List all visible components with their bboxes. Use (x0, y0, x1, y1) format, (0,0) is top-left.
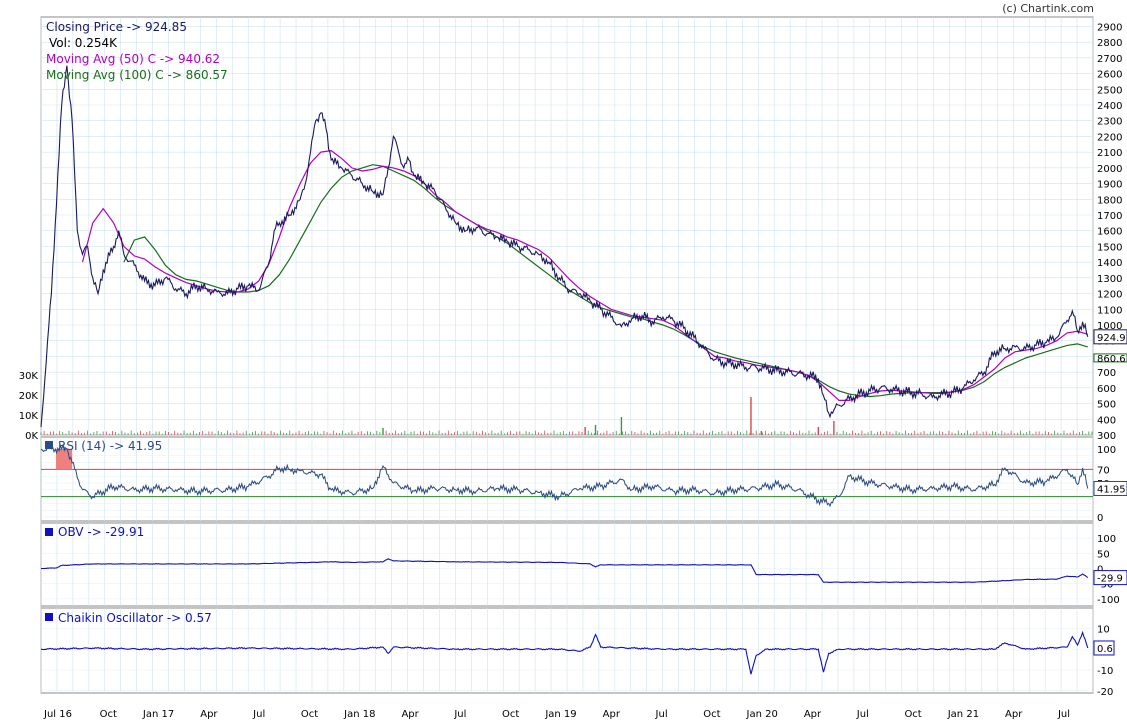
volume-y-tick-label: 10K (19, 411, 39, 422)
price-y-tick-label: 2600 (1097, 70, 1122, 81)
price-y-tick-label: 2500 (1097, 85, 1122, 96)
legend-chaikin: Chaikin Oscillator -> 0.57 (58, 611, 212, 625)
last-price-box (1093, 329, 1127, 345)
x-tick-label: Jan 21 (947, 709, 979, 720)
obv-y-tick-label: 100 (1097, 534, 1116, 545)
rsi-y-tick-label: 0 (1097, 513, 1103, 524)
x-tick-label: Jul 16 (43, 709, 72, 720)
x-tick-label: Apr (401, 709, 419, 720)
price-y-tick-label: 1400 (1097, 258, 1122, 269)
x-tick-label: Jul (1057, 709, 1070, 720)
legend-ma100: Moving Avg (100) C -> 860.57 (46, 68, 228, 82)
x-tick-label: Jan 20 (746, 709, 778, 720)
legend-rsi: RSI (14) -> 41.95 (58, 439, 162, 453)
x-tick-label: Jul (856, 709, 869, 720)
chaikin-last-label: 0.6 (1097, 644, 1113, 655)
x-tick-label: Jan 18 (343, 709, 375, 720)
price-y-tick-label: 2200 (1097, 132, 1122, 143)
legend-volume: Vol: 0.254K (49, 36, 118, 50)
x-tick-label: Jan 19 (544, 709, 576, 720)
price-y-tick-label: 2100 (1097, 148, 1122, 159)
x-tick-label: Apr (603, 709, 621, 720)
legend-obv-marker (45, 528, 53, 536)
legend-chaikin-marker (45, 613, 53, 621)
rsi-y-tick-label: 100 (1097, 445, 1116, 456)
price-y-tick-label: 1700 (1097, 211, 1122, 222)
obv-last-box (1093, 570, 1127, 586)
x-tick-label: Oct (502, 709, 519, 720)
x-tick-label: Apr (1005, 709, 1023, 720)
price-y-tick-label: 2700 (1097, 54, 1122, 65)
chaikin-y-tick-label: 10 (1097, 624, 1110, 635)
volume-y-tick-label: 20K (19, 391, 39, 402)
series-obv (41, 558, 1089, 584)
series-rsi (40, 443, 1089, 508)
rsi-last-label: 41.95 (1097, 484, 1126, 495)
x-tick-label: Apr (200, 709, 218, 720)
x-tick-label: Oct (301, 709, 318, 720)
series-closing-price (40, 65, 1089, 428)
price-y-tick-label: 500 (1097, 400, 1116, 411)
x-tick-label: Apr (804, 709, 822, 720)
price-y-tick-label: 400 (1097, 415, 1116, 426)
price-y-tick-label: 1100 (1097, 305, 1122, 316)
ma100-value-box (1093, 353, 1127, 363)
obv-y-tick-label: -50 (1097, 580, 1113, 591)
obv-y-tick-label: 50 (1097, 549, 1110, 560)
price-y-tick-label: 1900 (1097, 180, 1122, 191)
x-tick-label: Oct (100, 709, 117, 720)
last-price-label: 924.9 (1097, 333, 1126, 344)
price-y-tick-label: 1500 (1097, 242, 1122, 253)
price-y-tick-label: 1000 (1097, 321, 1122, 332)
price-y-tick-label: 600 (1097, 384, 1116, 395)
legend-obv: OBV -> -29.91 (58, 525, 144, 539)
obv-y-tick-label: 0 (1097, 565, 1103, 576)
price-y-tick-label: 2300 (1097, 117, 1122, 128)
x-tick-label: Jan 17 (142, 709, 174, 720)
price-y-tick-label: 2900 (1097, 22, 1122, 33)
volume-y-tick-label: 0K (25, 431, 38, 442)
price-y-tick-label: 2400 (1097, 101, 1122, 112)
chaikin-y-tick-label: -20 (1097, 687, 1113, 698)
price-y-tick-label: 1300 (1097, 274, 1122, 285)
ma100-value-label: 860.6 (1097, 354, 1126, 365)
price-y-tick-label: 1600 (1097, 227, 1122, 238)
price-y-tick-label: 1800 (1097, 195, 1122, 206)
legend-ma50: Moving Avg (50) C -> 940.62 (46, 52, 220, 66)
chaikin-last-box (1093, 640, 1115, 656)
chart-credit: (c) Chartink.com (1002, 2, 1094, 15)
price-y-tick-label: 700 (1097, 368, 1116, 379)
price-y-tick-label: 300 (1097, 431, 1116, 442)
price-y-tick-label: 2800 (1097, 38, 1122, 49)
series-chaikin (40, 630, 1089, 675)
obv-y-tick-label: -100 (1097, 595, 1120, 606)
x-tick-label: Oct (904, 709, 921, 720)
x-tick-label: Jul (655, 709, 668, 720)
x-tick-label: Jul (252, 709, 265, 720)
legend-closing-price: Closing Price -> 924.85 (46, 20, 187, 34)
legend-rsi-marker (45, 441, 53, 449)
price-y-tick-label: 1200 (1097, 290, 1122, 301)
x-tick-label: Oct (703, 709, 720, 720)
chaikin-y-tick-label: -10 (1097, 666, 1113, 677)
price-y-tick-label: 2000 (1097, 164, 1122, 175)
x-tick-label: Jul (453, 709, 466, 720)
obv-last-label: -29.9 (1097, 574, 1123, 585)
rsi-last-box (1093, 480, 1127, 496)
volume-y-tick-label: 30K (19, 371, 39, 382)
rsi-overbought-label: 70 (1097, 465, 1110, 476)
